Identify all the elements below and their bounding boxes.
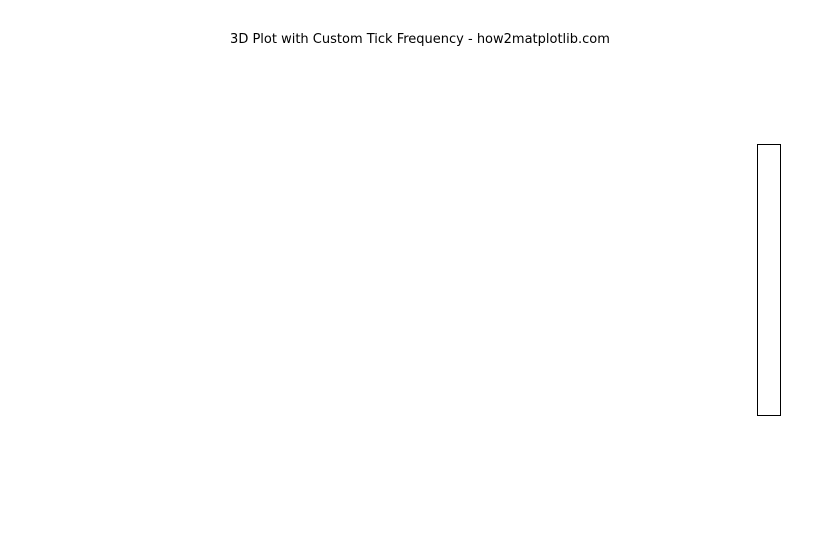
figure: 3D Plot with Custom Tick Frequency - how… xyxy=(0,0,840,560)
surface-3d-canvas xyxy=(0,0,840,560)
colorbar xyxy=(758,145,780,415)
